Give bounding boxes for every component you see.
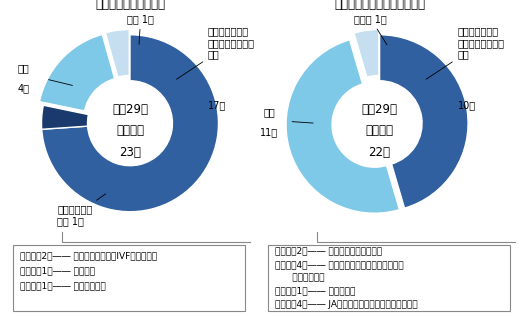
Wedge shape <box>354 29 379 77</box>
Wedge shape <box>106 29 129 77</box>
Text: 22名: 22名 <box>369 146 391 159</box>
Text: 信州大学大学院
総合理工学研究科
進学: 信州大学大学院 総合理工学研究科 進学 <box>177 26 255 79</box>
Text: 信州大学大学院
総合理工学研究科
進学: 信州大学大学院 総合理工学研究科 進学 <box>426 26 504 79</box>
Text: 平成29年: 平成29年 <box>112 103 148 117</box>
Text: 研究生 1名: 研究生 1名 <box>354 14 387 45</box>
Wedge shape <box>286 40 399 213</box>
Text: 未定 1名: 未定 1名 <box>127 14 154 44</box>
Wedge shape <box>380 35 468 208</box>
Text: 食品糴（2）―― サンクゼール、ホクト
製造糴（4）―― 岡本、ちふれ化粧品、東洋級、
      長野三洋化成
公務員（1）―― 長野県警察
その他（4）――: 食品糴（2）―― サンクゼール、ホクト 製造糴（4）―― 岡本、ちふれ化粧品、東… <box>275 247 418 309</box>
Wedge shape <box>42 105 88 129</box>
Title: 『生物資源・環境科学課程』: 『生物資源・環境科学課程』 <box>334 0 425 11</box>
Text: 17名: 17名 <box>208 100 226 111</box>
Text: 23名: 23名 <box>119 146 141 159</box>
FancyBboxPatch shape <box>13 246 245 312</box>
Text: ３月卒業: ３月卒業 <box>116 124 144 137</box>
FancyBboxPatch shape <box>268 246 510 312</box>
Text: 就職: 就職 <box>18 64 30 73</box>
Text: 4名: 4名 <box>18 83 30 93</box>
Text: 10名: 10名 <box>458 100 476 111</box>
Text: 就職: 就職 <box>263 108 275 118</box>
Wedge shape <box>42 35 218 212</box>
Text: 11名: 11名 <box>260 127 278 137</box>
Text: 他大学大学院
進学 1名: 他大学大学院 進学 1名 <box>57 194 106 226</box>
Title: 『生物機能科学課程』: 『生物機能科学課程』 <box>95 0 165 11</box>
Text: 平成29年: 平成29年 <box>361 103 398 117</box>
Text: 医療糴（2）―― 秋山記念病院、偈IVFクリニック
製造糴（1）―― 新光電気
その他（1）―― エスユーエス: 医療糴（2）―― 秋山記念病院、偈IVFクリニック 製造糴（1）―― 新光電気 … <box>20 252 157 290</box>
Wedge shape <box>40 34 115 111</box>
Text: ３月卒業: ３月卒業 <box>366 124 394 137</box>
